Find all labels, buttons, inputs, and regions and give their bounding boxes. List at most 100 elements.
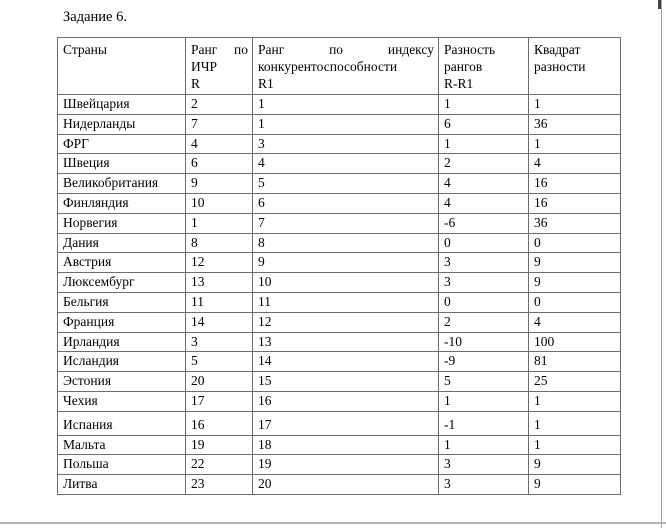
page-title: Задание 6.	[63, 9, 127, 25]
cell-comp_rank: 1	[252, 94, 439, 115]
cell-comp_rank: 13	[252, 331, 439, 353]
cell-comp_rank: 7	[252, 212, 439, 234]
cell-comp_rank: 4	[252, 153, 439, 175]
header-line: Ранг по индексу	[258, 42, 434, 57]
cell-rank_diff: 3	[438, 252, 529, 274]
column-header-comp_rank: Ранг по индексу конкурентоспособности R1	[252, 37, 439, 95]
cell-comp_rank: 14	[252, 351, 439, 373]
cell-diff_squared: 9	[528, 454, 621, 476]
cell-hdi_rank: 3	[185, 331, 253, 353]
cell-hdi_rank: 12	[185, 252, 253, 274]
header-line: разности	[534, 59, 586, 74]
cell-rank_diff: -1	[438, 410, 529, 436]
header-line: Ранг по	[191, 42, 248, 57]
table-row: Швейцария 2 1 1 1	[57, 94, 621, 115]
cell-hdi_rank: 17	[185, 390, 253, 412]
cell-comp_rank: 17	[252, 410, 439, 436]
vertical-scrollbar[interactable]	[658, 0, 662, 528]
cell-country: Норвегия	[57, 212, 186, 234]
header-line: рангов	[444, 59, 483, 74]
table-row: ФРГ 4 3 1 1	[57, 133, 621, 155]
cell-diff_squared: 16	[528, 192, 621, 214]
column-header-country: Страны	[57, 37, 186, 95]
cell-diff_squared: 36	[528, 113, 621, 135]
table-row: Великобритания 9 5 4 16	[57, 173, 621, 194]
cell-country: Нидерланды	[57, 113, 186, 135]
cell-hdi_rank: 14	[185, 311, 253, 333]
cell-country: Бельгия	[57, 291, 186, 313]
cell-hdi_rank: 11	[185, 291, 253, 313]
cell-rank_diff: 6	[438, 113, 529, 135]
cell-diff_squared: 1	[528, 434, 621, 456]
table-row: Нидерланды 7 1 6 36	[57, 113, 621, 135]
cell-rank_diff: 1	[438, 94, 529, 115]
cell-hdi_rank: 16	[185, 410, 253, 436]
cell-rank_diff: 4	[438, 173, 529, 194]
cell-country: ФРГ	[57, 133, 186, 155]
scrollbar-thumb[interactable]	[658, 0, 661, 9]
cell-country: Дания	[57, 232, 186, 254]
cell-diff_squared: 4	[528, 153, 621, 175]
cell-comp_rank: 10	[252, 272, 439, 293]
cell-diff_squared: 1	[528, 390, 621, 412]
cell-comp_rank: 1	[252, 113, 439, 135]
cell-country: Франция	[57, 311, 186, 333]
cell-hdi_rank: 23	[185, 474, 253, 495]
cell-diff_squared: 0	[528, 291, 621, 313]
cell-comp_rank: 11	[252, 291, 439, 313]
cell-rank_diff: 3	[438, 454, 529, 476]
cell-comp_rank: 16	[252, 390, 439, 412]
cell-hdi_rank: 1	[185, 212, 253, 234]
table-row: Литва 23 20 3 9	[57, 474, 621, 495]
cell-diff_squared: 1	[528, 94, 621, 115]
header-line: Разность	[444, 42, 496, 57]
cell-diff_squared: 4	[528, 311, 621, 333]
cell-comp_rank: 8	[252, 232, 439, 254]
cell-diff_squared: 1	[528, 410, 621, 436]
header-line: конкурентоспособности	[258, 59, 398, 74]
cell-rank_diff: 1	[438, 434, 529, 456]
rank-comparison-table: Страны Ранг по ИЧР R Ранг по индексу конкурентос…	[57, 37, 621, 495]
column-header-rank_diff: Разность рангов R-R1	[438, 37, 529, 95]
cell-country: Австрия	[57, 252, 186, 274]
cell-diff_squared: 1	[528, 133, 621, 155]
table-row: Чехия 17 16 1 1	[57, 390, 621, 412]
page-bottom-edge	[0, 522, 666, 524]
cell-country: Польша	[57, 454, 186, 476]
cell-country: Великобритания	[57, 173, 186, 194]
cell-rank_diff: 0	[438, 232, 529, 254]
cell-hdi_rank: 20	[185, 371, 253, 392]
cell-rank_diff: 3	[438, 272, 529, 293]
table-header-row: Страны Ранг по ИЧР R Ранг по индексу конкурентос…	[57, 37, 621, 95]
cell-country: Финляндия	[57, 192, 186, 214]
cell-diff_squared: 100	[528, 331, 621, 353]
cell-rank_diff: 3	[438, 474, 529, 495]
cell-country: Ирландия	[57, 331, 186, 353]
header-line: R-R1	[444, 76, 474, 91]
cell-comp_rank: 5	[252, 173, 439, 194]
cell-country: Испания	[57, 410, 186, 436]
column-header-diff_squared: Квадрат разности	[528, 37, 621, 95]
cell-diff_squared: 9	[528, 474, 621, 495]
cell-diff_squared: 0	[528, 232, 621, 254]
cell-diff_squared: 9	[528, 252, 621, 274]
cell-country: Чехия	[57, 390, 186, 412]
cell-hdi_rank: 22	[185, 454, 253, 476]
table-row: Исландия 5 14 -9 81	[57, 351, 621, 373]
cell-rank_diff: -9	[438, 351, 529, 373]
cell-rank_diff: 5	[438, 371, 529, 392]
cell-rank_diff: 2	[438, 153, 529, 175]
cell-hdi_rank: 4	[185, 133, 253, 155]
cell-rank_diff: -10	[438, 331, 529, 353]
cell-hdi_rank: 9	[185, 173, 253, 194]
cell-hdi_rank: 13	[185, 272, 253, 293]
table-row: Австрия 12 9 3 9	[57, 252, 621, 274]
cell-comp_rank: 18	[252, 434, 439, 456]
cell-hdi_rank: 8	[185, 232, 253, 254]
header-line: Страны	[63, 42, 107, 57]
table-row: Испания 16 17 -1 1	[57, 410, 621, 436]
cell-comp_rank: 9	[252, 252, 439, 274]
table-row: Люксембург 13 10 3 9	[57, 272, 621, 293]
table-row: Норвегия 1 7 -6 36	[57, 212, 621, 234]
header-line: R1	[258, 76, 274, 91]
